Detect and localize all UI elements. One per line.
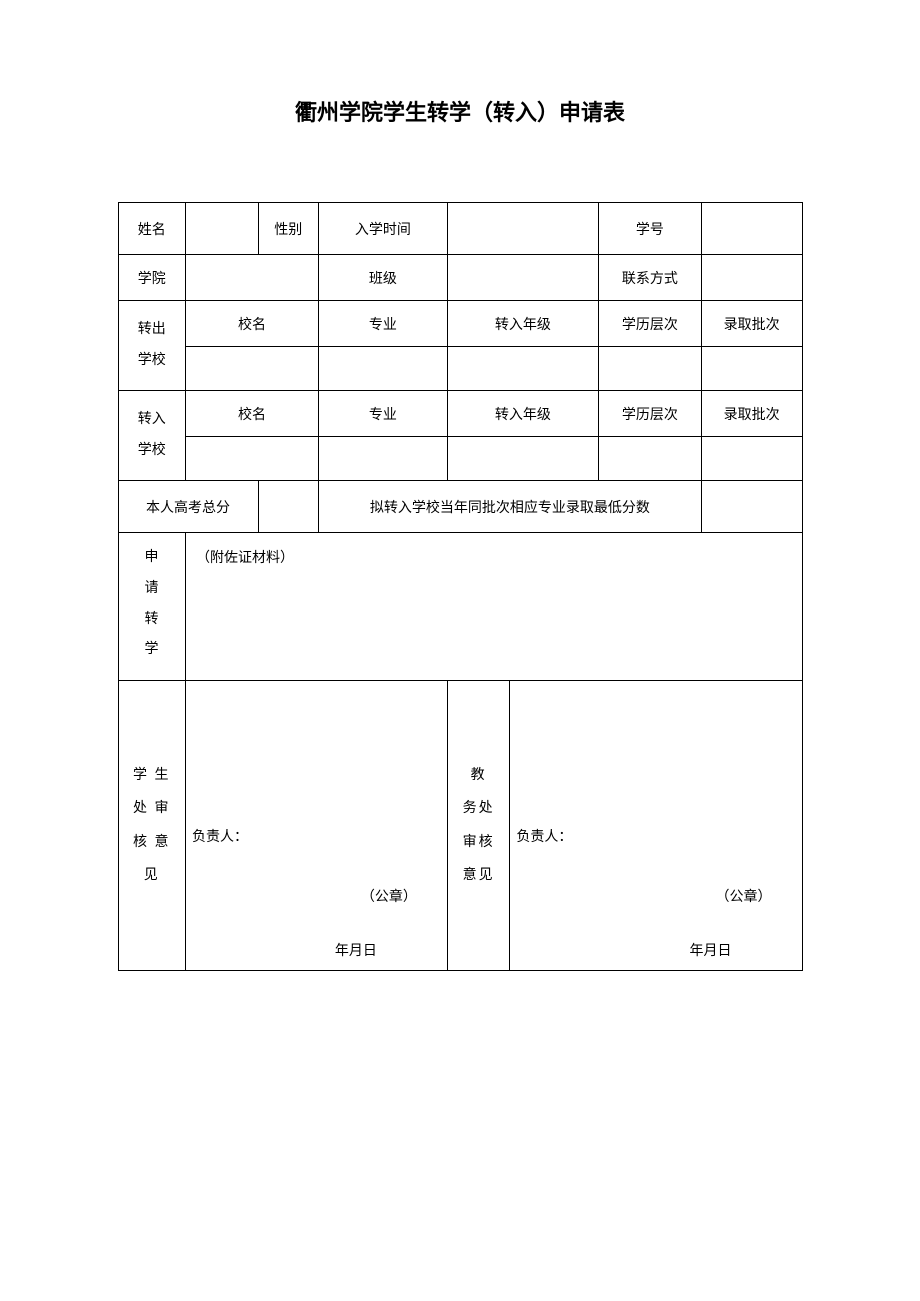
label-in-major: 专业 — [318, 391, 447, 437]
value-student-id — [701, 203, 802, 255]
value-in-school — [185, 437, 318, 481]
apply-reason-note: （附佐证材料） — [196, 551, 294, 566]
label-in-school-name: 校名 — [185, 391, 318, 437]
label-name: 姓名 — [118, 203, 185, 255]
value-in-level — [598, 437, 701, 481]
label-out-batch: 录取批次 — [701, 301, 802, 347]
value-out-school — [185, 347, 318, 391]
transfer-application-form: 姓名 性别 入学时间 学号 学院 班级 联系方式 转出学校 校名 专业 转入年级… — [118, 202, 803, 971]
label-academic-office: 教 务处 审核 意见 — [447, 681, 509, 971]
academic-office-person: 负责人： — [516, 826, 572, 846]
value-enroll-time — [447, 203, 598, 255]
value-in-grade — [447, 437, 598, 481]
value-college — [185, 255, 318, 301]
value-out-grade — [447, 347, 598, 391]
page-title: 衢州学院学生转学（转入）申请表 — [0, 95, 920, 127]
label-class: 班级 — [318, 255, 447, 301]
value-name — [185, 203, 258, 255]
label-apply-reason: 申请转学 — [118, 533, 185, 681]
value-out-level — [598, 347, 701, 391]
value-exam-score — [258, 481, 318, 533]
value-out-batch — [701, 347, 802, 391]
student-office-seal: （公章） — [361, 886, 417, 906]
value-target-min-score — [701, 481, 802, 533]
student-office-date: 年月日 — [335, 940, 377, 960]
label-transfer-in: 转入学校 — [118, 391, 185, 481]
student-office-content: 负责人： （公章） 年月日 — [185, 681, 447, 971]
label-college: 学院 — [118, 255, 185, 301]
value-in-batch — [701, 437, 802, 481]
label-target-min-score: 拟转入学校当年同批次相应专业录取最低分数 — [318, 481, 701, 533]
value-apply-reason: （附佐证材料） — [185, 533, 802, 681]
student-office-person: 负责人： — [192, 826, 248, 846]
label-contact: 联系方式 — [598, 255, 701, 301]
label-gender: 性别 — [258, 203, 318, 255]
label-exam-score: 本人高考总分 — [118, 481, 258, 533]
academic-office-content: 负责人： （公章） 年月日 — [510, 681, 802, 971]
label-out-level: 学历层次 — [598, 301, 701, 347]
value-class — [447, 255, 598, 301]
academic-office-date: 年月日 — [690, 940, 732, 960]
value-in-major — [318, 437, 447, 481]
label-enroll-time: 入学时间 — [318, 203, 447, 255]
label-out-grade: 转入年级 — [447, 301, 598, 347]
label-in-level: 学历层次 — [598, 391, 701, 437]
academic-office-seal: （公章） — [716, 886, 772, 906]
label-out-major: 专业 — [318, 301, 447, 347]
label-student-id: 学号 — [598, 203, 701, 255]
label-out-school-name: 校名 — [185, 301, 318, 347]
value-out-major — [318, 347, 447, 391]
value-contact — [701, 255, 802, 301]
label-in-grade: 转入年级 — [447, 391, 598, 437]
label-in-batch: 录取批次 — [701, 391, 802, 437]
label-student-office: 学 生处 审核 意见 — [118, 681, 185, 971]
label-transfer-out: 转出学校 — [118, 301, 185, 391]
